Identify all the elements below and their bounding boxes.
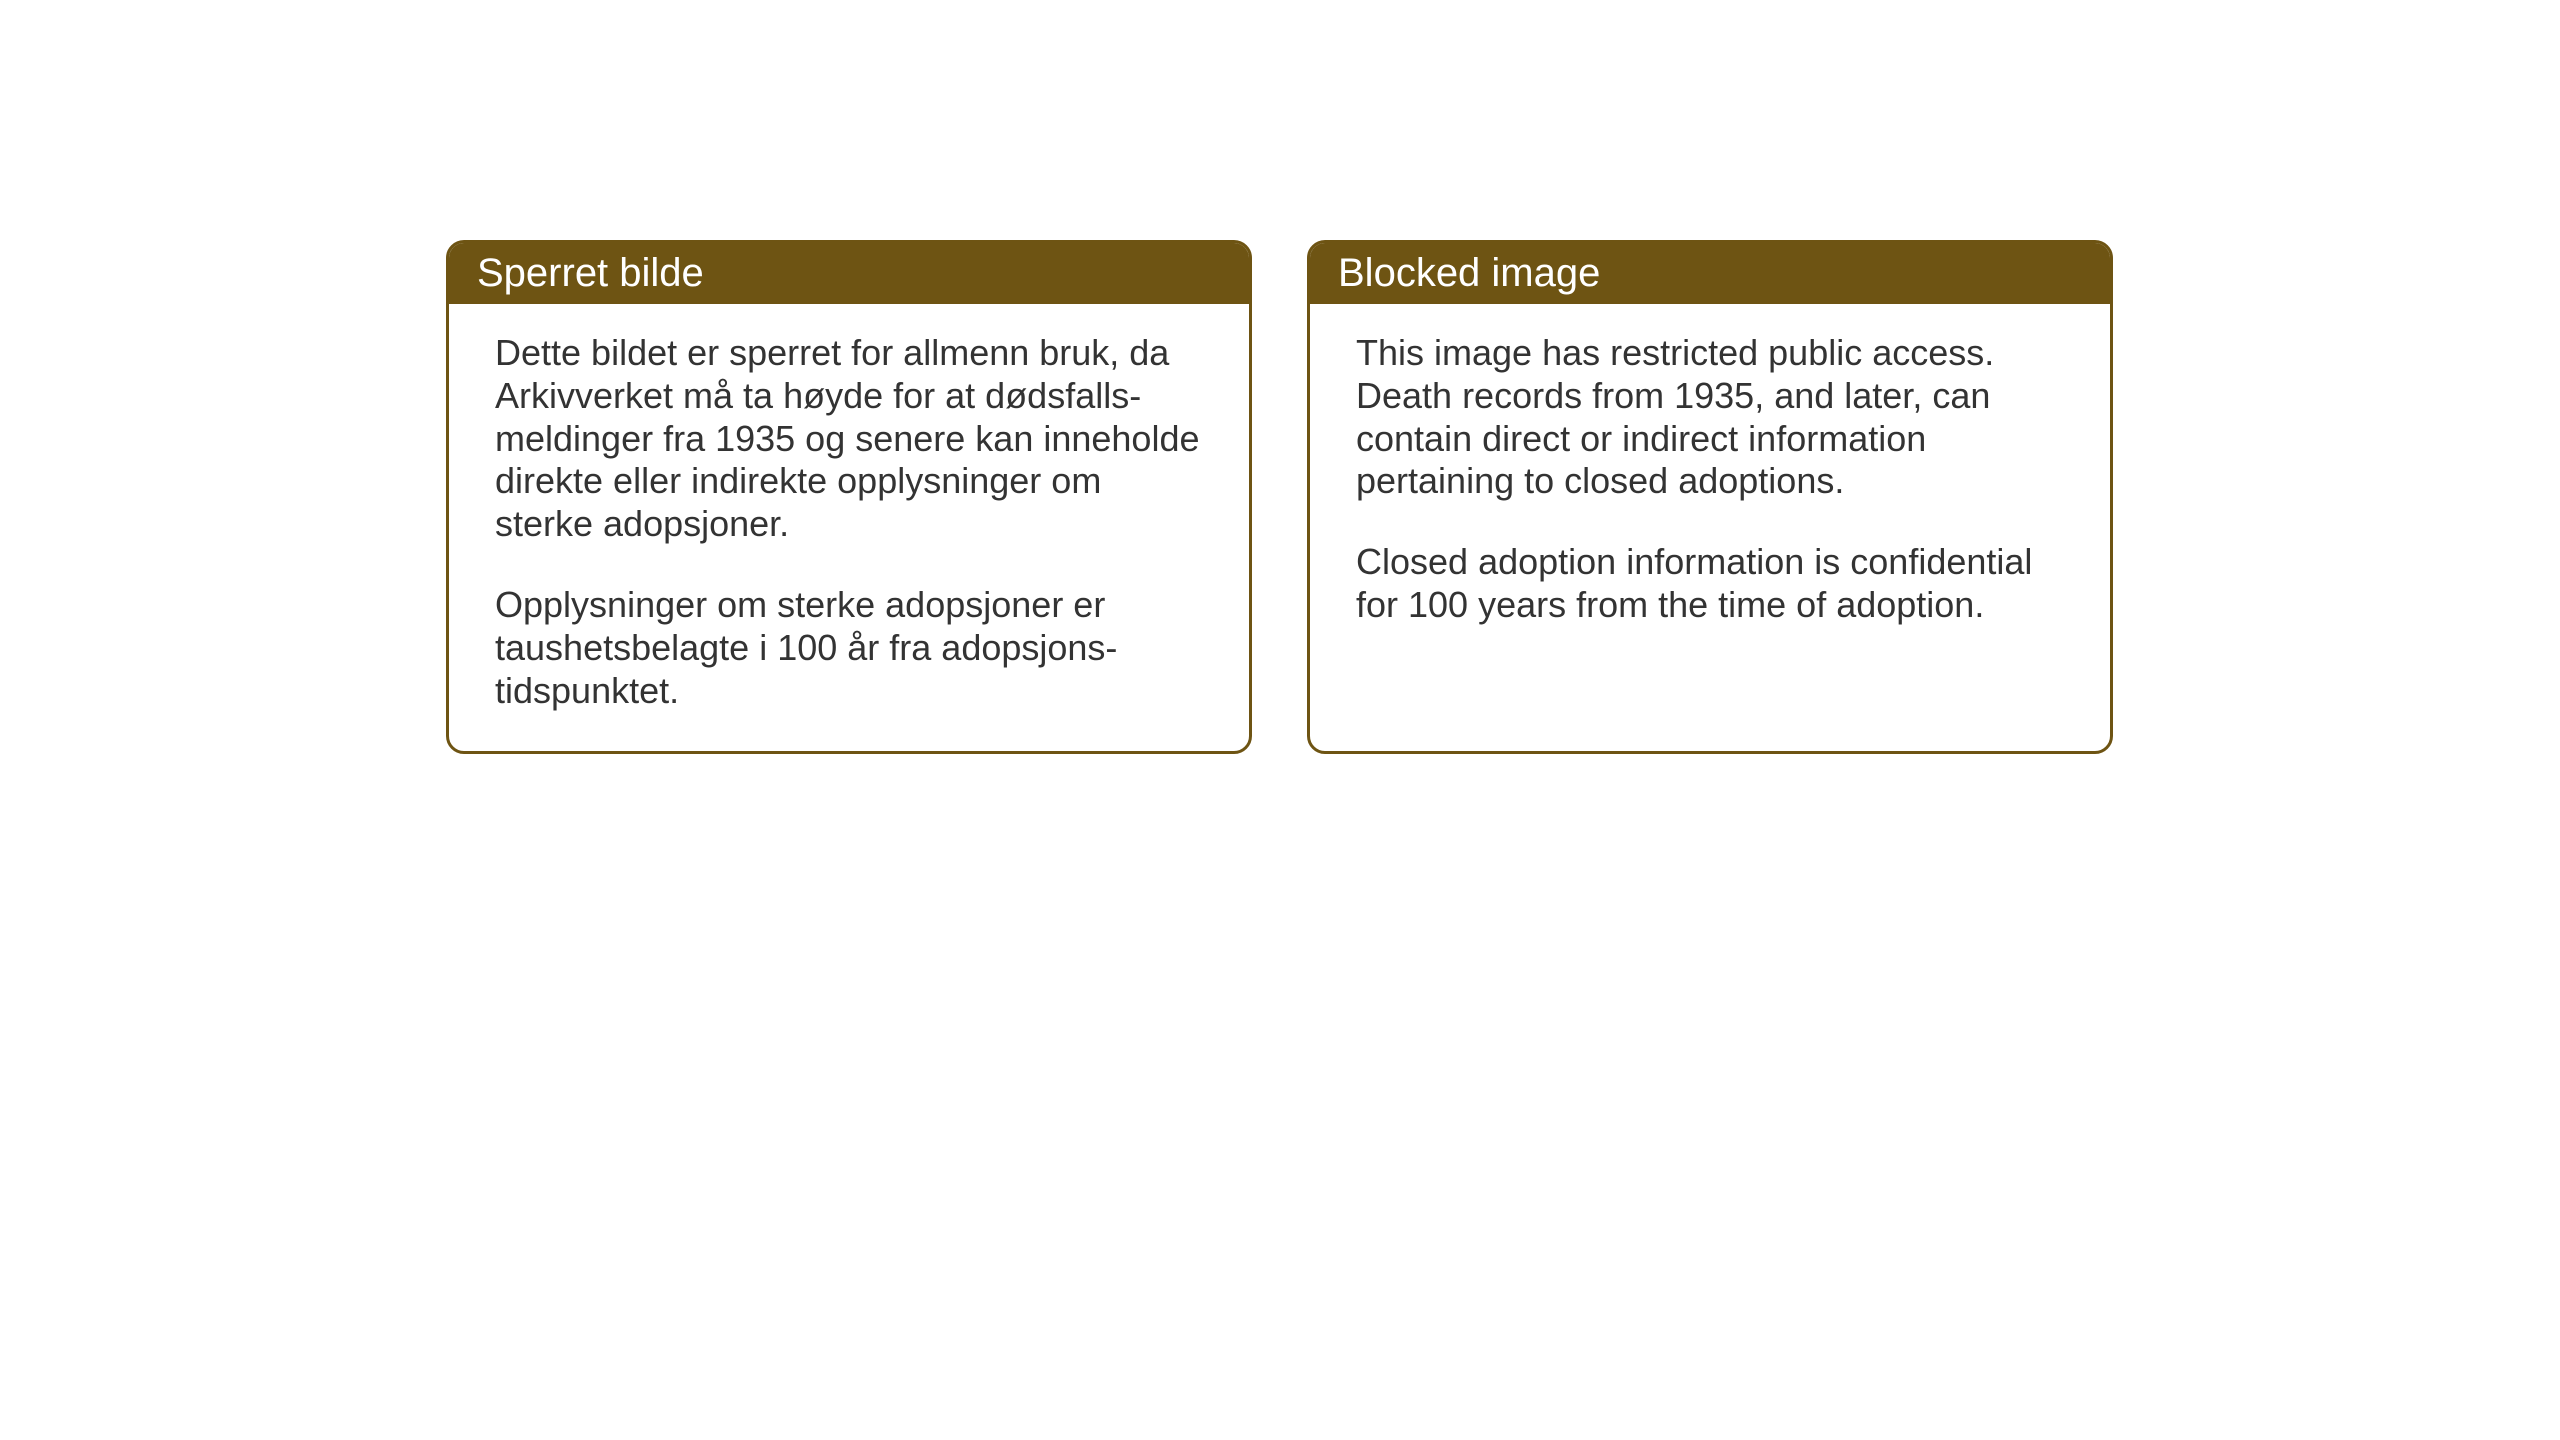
- notice-container: Sperret bilde Dette bildet er sperret fo…: [0, 0, 2560, 754]
- notice-header-english: Blocked image: [1310, 243, 2110, 304]
- notice-card-english: Blocked image This image has restricted …: [1307, 240, 2113, 754]
- notice-card-norwegian: Sperret bilde Dette bildet er sperret fo…: [446, 240, 1252, 754]
- notice-paragraph-1-norwegian: Dette bildet er sperret for allmenn bruk…: [495, 332, 1203, 546]
- notice-header-norwegian: Sperret bilde: [449, 243, 1249, 304]
- notice-body-english: This image has restricted public access.…: [1310, 304, 2110, 665]
- notice-paragraph-1-english: This image has restricted public access.…: [1356, 332, 2064, 503]
- notice-paragraph-2-norwegian: Opplysninger om sterke adopsjoner er tau…: [495, 584, 1203, 712]
- notice-title-norwegian: Sperret bilde: [477, 251, 704, 295]
- notice-paragraph-2-english: Closed adoption information is confident…: [1356, 541, 2064, 627]
- notice-body-norwegian: Dette bildet er sperret for allmenn bruk…: [449, 304, 1249, 751]
- notice-title-english: Blocked image: [1338, 251, 1600, 295]
